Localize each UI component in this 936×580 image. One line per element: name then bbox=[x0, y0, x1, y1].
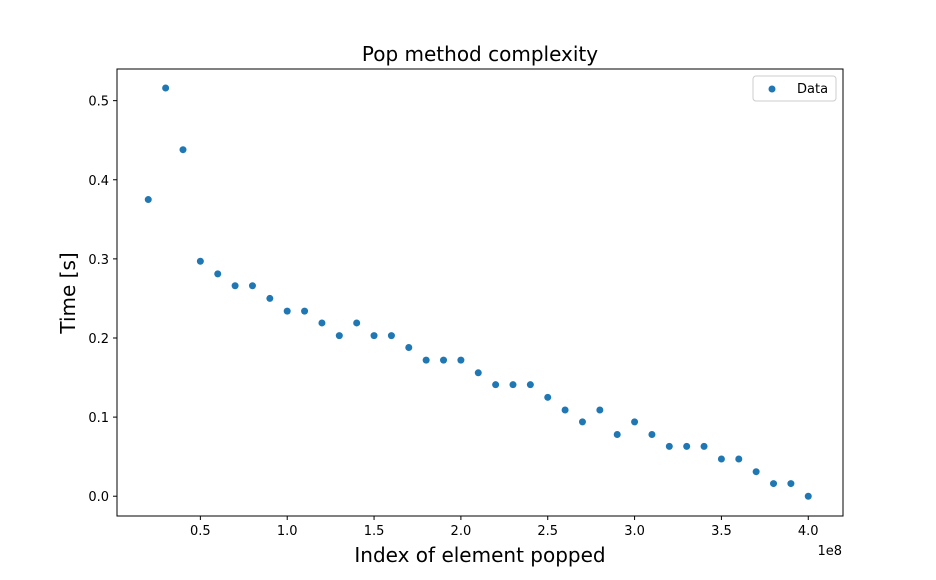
legend: Data bbox=[752, 75, 837, 102]
x-axis-offset-label: 1e8 bbox=[817, 544, 842, 559]
data-point bbox=[248, 282, 256, 290]
data-point bbox=[561, 406, 569, 414]
data-point bbox=[196, 257, 204, 265]
legend-marker bbox=[768, 85, 776, 93]
data-point bbox=[422, 356, 430, 364]
data-point bbox=[266, 294, 274, 302]
data-point bbox=[578, 418, 586, 426]
data-point bbox=[804, 492, 812, 500]
plot-frame bbox=[116, 68, 844, 517]
y-tick-label: 0.3 bbox=[88, 253, 109, 268]
data-point bbox=[474, 369, 482, 377]
data-point bbox=[387, 332, 395, 340]
data-point bbox=[717, 455, 725, 463]
y-tick-label: 0.0 bbox=[88, 490, 109, 505]
data-point bbox=[683, 442, 691, 450]
data-point bbox=[665, 442, 673, 450]
y-tick-label: 0.5 bbox=[88, 95, 109, 110]
data-point bbox=[613, 431, 621, 439]
x-tick-label: 2.0 bbox=[451, 524, 472, 539]
data-point bbox=[440, 356, 448, 364]
x-tick-label: 0.5 bbox=[190, 524, 211, 539]
x-axis-label: Index of element popped bbox=[354, 543, 605, 567]
data-point bbox=[700, 442, 708, 450]
x-tick-label: 3.5 bbox=[711, 524, 732, 539]
data-point bbox=[370, 332, 378, 340]
data-point bbox=[509, 381, 517, 389]
data-point bbox=[631, 418, 639, 426]
data-point bbox=[526, 381, 534, 389]
data-point bbox=[214, 270, 222, 278]
data-point bbox=[787, 480, 795, 488]
chart-title: Pop method complexity bbox=[362, 42, 598, 66]
data-point bbox=[301, 307, 309, 315]
y-tick-label: 0.4 bbox=[88, 174, 109, 189]
x-tick-label: 1.0 bbox=[277, 524, 298, 539]
data-point bbox=[457, 356, 465, 364]
data-point bbox=[596, 406, 604, 414]
legend-box bbox=[752, 75, 837, 102]
data-point bbox=[405, 343, 413, 351]
data-point bbox=[735, 455, 743, 463]
data-point bbox=[770, 480, 778, 488]
x-tick-label: 1.5 bbox=[364, 524, 385, 539]
y-tick-label: 0.1 bbox=[88, 411, 109, 426]
data-point bbox=[544, 393, 552, 401]
data-point bbox=[318, 319, 326, 327]
y-tick-label: 0.2 bbox=[88, 332, 109, 347]
data-point bbox=[231, 282, 239, 290]
data-point bbox=[335, 332, 343, 340]
x-tick-label: 2.5 bbox=[537, 524, 558, 539]
legend-label: Data bbox=[797, 82, 828, 97]
y-axis-label: Time [s] bbox=[56, 252, 80, 334]
data-point bbox=[752, 468, 760, 476]
data-point bbox=[162, 84, 170, 92]
data-point bbox=[283, 307, 291, 315]
data-point bbox=[353, 319, 361, 327]
plot-area: 0.5 1.0 1.5 2.0 2.5 3.0 3.5 4.0 0.0 0.1 0.2 0.3 0.4 0… bbox=[88, 68, 844, 539]
x-tick-label: 3.0 bbox=[624, 524, 645, 539]
data-point bbox=[492, 381, 500, 389]
data-point bbox=[144, 196, 152, 204]
x-tick-label: 4.0 bbox=[798, 524, 819, 539]
data-point bbox=[648, 431, 656, 439]
data-point bbox=[179, 146, 187, 154]
